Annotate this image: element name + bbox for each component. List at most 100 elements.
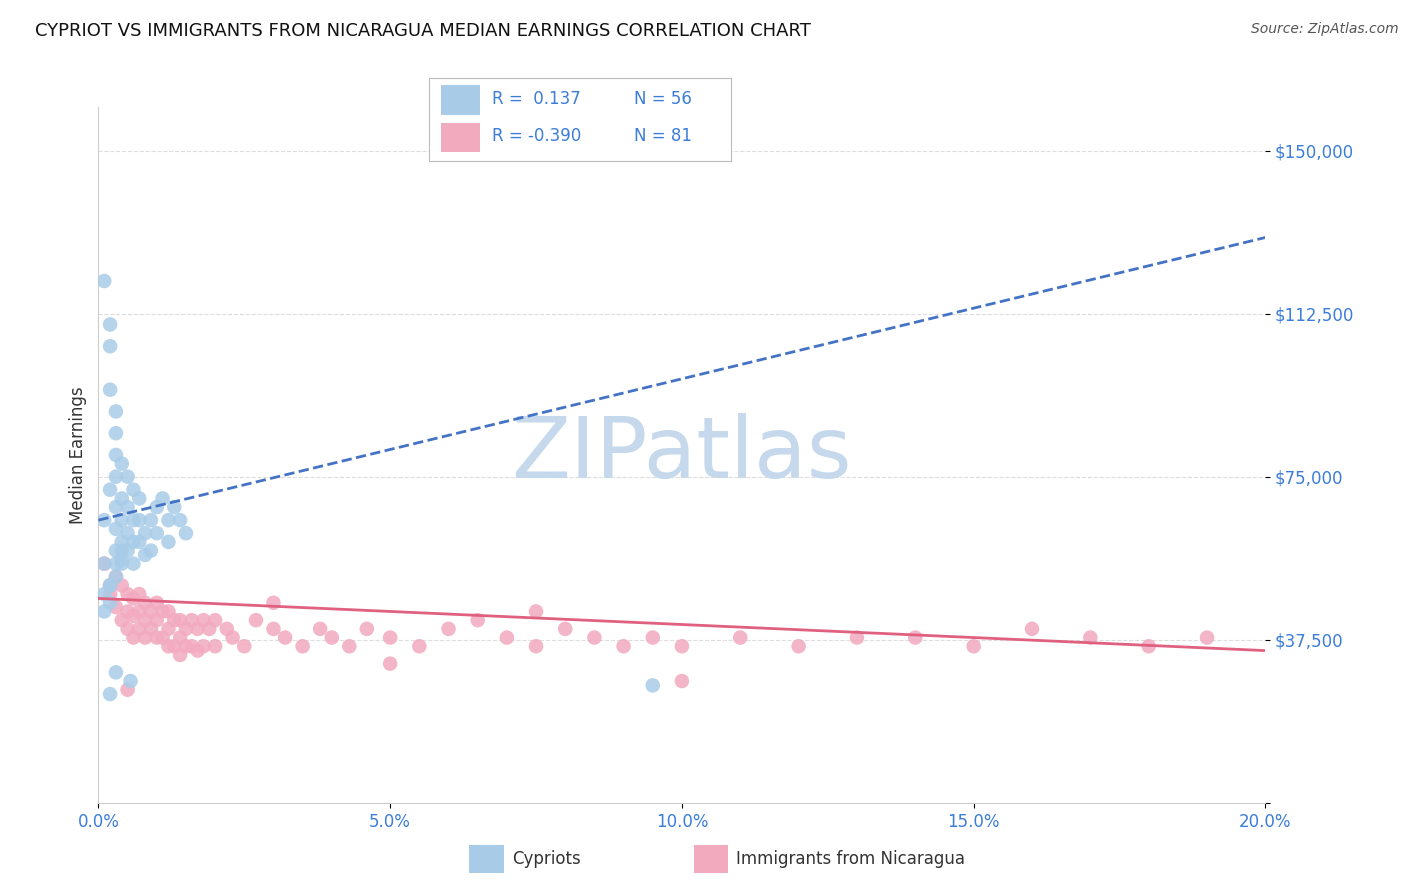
Point (904, 631, 927, 645)
Point (139, 513, 162, 527)
Point (93, 605, 115, 619)
Point (98, 687, 121, 701)
Point (1021, 622, 1043, 636)
Point (157, 605, 180, 619)
Point (337, 639, 360, 653)
Point (524, 639, 547, 653)
Point (378, 657, 402, 671)
Point (122, 608, 145, 623)
Point (157, 513, 180, 527)
Point (169, 631, 191, 645)
Point (104, 600, 127, 615)
Point (122, 631, 145, 645)
Point (122, 557, 145, 571)
Point (174, 639, 197, 653)
Point (274, 631, 297, 645)
Point (134, 548, 156, 562)
Point (93, 587, 115, 601)
Point (104, 522, 127, 536)
Point (221, 631, 243, 645)
Text: Immigrants from Nicaragua: Immigrants from Nicaragua (737, 849, 966, 868)
Point (98, 578, 121, 592)
Point (111, 552, 134, 566)
Point (180, 639, 202, 653)
Point (187, 643, 209, 657)
Point (612, 639, 634, 653)
Point (962, 639, 984, 653)
Point (111, 513, 134, 527)
Point (1137, 639, 1160, 653)
Point (111, 491, 134, 506)
Point (104, 665, 127, 680)
Point (98, 383, 121, 397)
Point (122, 483, 145, 497)
Point (134, 631, 156, 645)
Point (134, 613, 156, 627)
Point (146, 526, 169, 541)
Point (204, 639, 226, 653)
Point (134, 526, 156, 541)
Point (157, 622, 180, 636)
Point (104, 404, 127, 418)
Point (157, 535, 180, 549)
Text: Source: ZipAtlas.com: Source: ZipAtlas.com (1251, 22, 1399, 37)
Point (146, 631, 169, 645)
Bar (441, 123, 481, 153)
Point (174, 622, 197, 636)
Point (93, 274, 115, 288)
Point (152, 605, 174, 619)
Point (193, 613, 215, 627)
Point (1080, 631, 1102, 645)
Y-axis label: Median Earnings: Median Earnings (69, 386, 87, 524)
Point (128, 622, 150, 636)
Point (187, 622, 209, 636)
Point (104, 543, 127, 558)
Point (104, 557, 127, 571)
Point (641, 678, 664, 692)
Point (128, 605, 150, 619)
Point (524, 605, 547, 619)
Point (1195, 631, 1218, 645)
Point (787, 639, 810, 653)
Point (111, 457, 134, 471)
Point (93, 557, 115, 571)
Point (321, 631, 343, 645)
Point (111, 557, 134, 571)
Point (98, 596, 121, 610)
Point (93, 557, 115, 571)
Point (93, 513, 115, 527)
Text: ZIPatlas: ZIPatlas (512, 413, 852, 497)
Point (104, 570, 127, 584)
Point (671, 674, 693, 689)
Text: R =  0.137: R = 0.137 (492, 90, 581, 109)
Point (215, 622, 238, 636)
Point (146, 596, 169, 610)
Point (104, 570, 127, 584)
Point (111, 535, 134, 549)
Point (408, 639, 430, 653)
Point (262, 596, 284, 610)
Point (128, 535, 150, 549)
Point (169, 513, 191, 527)
Point (139, 622, 162, 636)
Text: N = 56: N = 56 (634, 90, 692, 109)
Point (117, 500, 139, 514)
Point (641, 631, 664, 645)
Point (378, 631, 402, 645)
Point (104, 426, 127, 441)
Point (845, 631, 868, 645)
Point (163, 500, 186, 514)
Point (583, 631, 606, 645)
Point (180, 613, 202, 627)
Point (104, 448, 127, 462)
Point (198, 622, 221, 636)
Point (104, 469, 127, 483)
Point (128, 587, 150, 601)
Point (437, 622, 460, 636)
Point (98, 339, 121, 353)
Point (193, 639, 215, 653)
Point (122, 513, 145, 527)
Point (98, 318, 121, 332)
Point (117, 587, 139, 601)
Point (554, 622, 576, 636)
